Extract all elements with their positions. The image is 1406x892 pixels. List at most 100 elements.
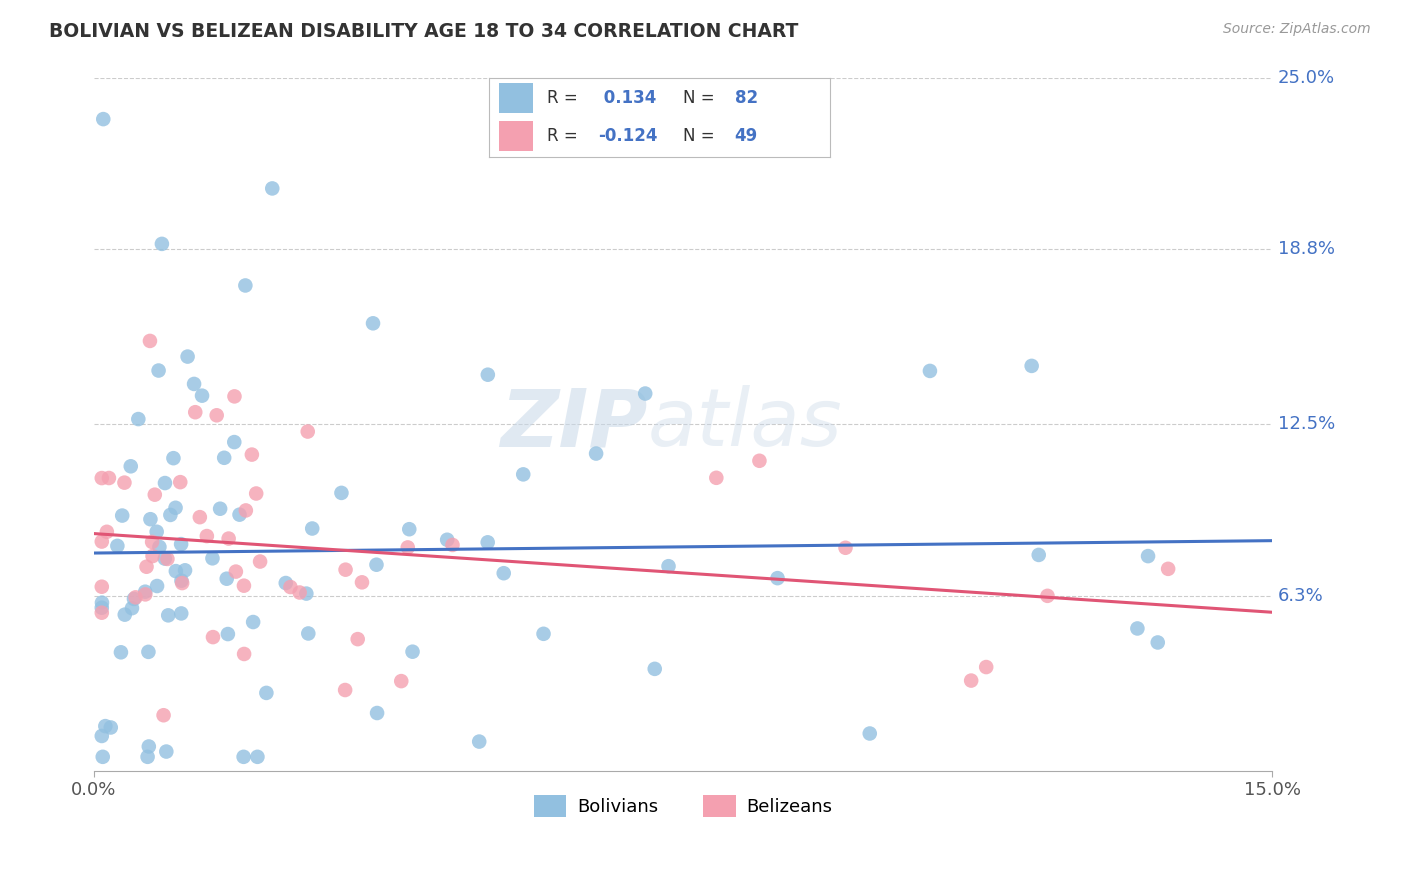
Point	[209, 501, 232, 516]
Point	[188, 510, 211, 524]
Legend: Bolivians, Belizeans: Bolivians, Belizeans	[526, 788, 839, 824]
Point	[492, 566, 515, 581]
Point	[333, 683, 356, 698]
Point	[212, 450, 235, 465]
Point	[139, 512, 162, 526]
Text: 18.8%: 18.8%	[1278, 241, 1334, 259]
Point	[297, 626, 319, 640]
Point	[170, 537, 193, 551]
Point	[191, 389, 214, 403]
Point	[172, 576, 194, 591]
Point	[176, 350, 198, 364]
Point	[94, 719, 117, 733]
Point	[634, 386, 657, 401]
Point	[468, 734, 491, 748]
Point	[145, 524, 167, 539]
Point	[297, 425, 319, 439]
Point	[859, 726, 882, 740]
Point	[91, 596, 114, 610]
Point	[159, 508, 181, 522]
Point	[114, 475, 136, 490]
Text: Source: ZipAtlas.com: Source: ZipAtlas.com	[1223, 22, 1371, 37]
Point	[90, 729, 112, 743]
Point	[138, 645, 160, 659]
Point	[165, 564, 187, 578]
Point	[249, 555, 271, 569]
Point	[97, 471, 120, 485]
Point	[156, 552, 179, 566]
Point	[91, 749, 114, 764]
Point	[134, 584, 156, 599]
Text: atlas: atlas	[648, 385, 842, 463]
Text: 12.5%: 12.5%	[1278, 415, 1336, 434]
Point	[155, 745, 177, 759]
Point	[110, 645, 132, 659]
Point	[644, 662, 666, 676]
Point	[121, 601, 143, 615]
Point	[136, 749, 159, 764]
Point	[135, 559, 157, 574]
Point	[224, 389, 246, 403]
Point	[1126, 622, 1149, 636]
Point	[254, 686, 277, 700]
Point	[246, 749, 269, 764]
Point	[834, 541, 856, 555]
Point	[398, 522, 420, 536]
Point	[228, 508, 250, 522]
Point	[152, 708, 174, 723]
Point	[91, 112, 114, 127]
Point	[1021, 359, 1043, 373]
Point	[335, 563, 357, 577]
Point	[533, 627, 555, 641]
Point	[90, 600, 112, 615]
Point	[90, 471, 112, 485]
Point	[960, 673, 983, 688]
Point	[235, 278, 257, 293]
Point	[170, 607, 193, 621]
Point	[1157, 562, 1180, 576]
Point	[242, 615, 264, 629]
Point	[148, 363, 170, 377]
Point	[235, 503, 257, 517]
Point	[477, 368, 499, 382]
Point	[146, 579, 169, 593]
Point	[183, 376, 205, 391]
Text: 25.0%: 25.0%	[1278, 69, 1336, 87]
Point	[262, 181, 284, 195]
Point	[150, 236, 173, 251]
Point	[396, 541, 419, 555]
Point	[138, 739, 160, 754]
Point	[361, 316, 384, 330]
Point	[170, 574, 193, 588]
Point	[148, 540, 170, 554]
Point	[114, 607, 136, 622]
Point	[124, 591, 146, 605]
Point	[165, 500, 187, 515]
Point	[201, 551, 224, 566]
Point	[346, 632, 368, 647]
Point	[350, 575, 373, 590]
Point	[205, 409, 228, 423]
Point	[233, 647, 256, 661]
Point	[225, 565, 247, 579]
Point	[240, 448, 263, 462]
Point	[389, 674, 412, 689]
Point	[366, 558, 388, 572]
Point	[477, 535, 499, 549]
Point	[169, 475, 191, 490]
Point	[1137, 549, 1160, 563]
Point	[201, 630, 224, 644]
Point	[215, 572, 238, 586]
Point	[918, 364, 941, 378]
Point	[436, 533, 458, 547]
Point	[232, 579, 254, 593]
Point	[141, 535, 163, 549]
Point	[288, 585, 311, 599]
Point	[274, 576, 297, 591]
Point	[174, 563, 197, 577]
Point	[195, 529, 218, 543]
Point	[217, 627, 239, 641]
Point	[153, 551, 176, 566]
Point	[142, 549, 165, 563]
Point	[1028, 548, 1050, 562]
